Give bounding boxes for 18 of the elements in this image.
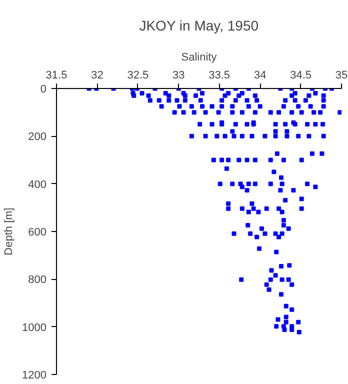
x-tick-label: 31.5 — [46, 70, 68, 82]
x-tick-label: 33.5 — [208, 70, 230, 82]
y-tick-label: 800 — [28, 274, 47, 286]
y-tick-label: 1200 — [22, 370, 47, 382]
x-tick-label: 32.5 — [127, 70, 149, 82]
chart-title: JKOY in May, 1950 — [139, 18, 259, 34]
x-axis-title: Salinity — [181, 52, 218, 64]
y-tick-label: 600 — [28, 226, 47, 238]
x-tick-label: 34 — [254, 70, 266, 82]
y-tick-label: 200 — [28, 131, 47, 144]
x-tick-label: 34.5 — [290, 70, 312, 82]
x-tick-label: 33 — [172, 70, 185, 82]
y-tick-label: 0 — [40, 84, 47, 96]
x-tick-label: 32 — [91, 70, 104, 82]
x-tick-label: 35 — [335, 70, 348, 82]
y-tick-label: 1000 — [22, 322, 47, 334]
y-tick-label: 400 — [28, 178, 47, 191]
y-axis-title: Depth [m] — [3, 208, 16, 256]
